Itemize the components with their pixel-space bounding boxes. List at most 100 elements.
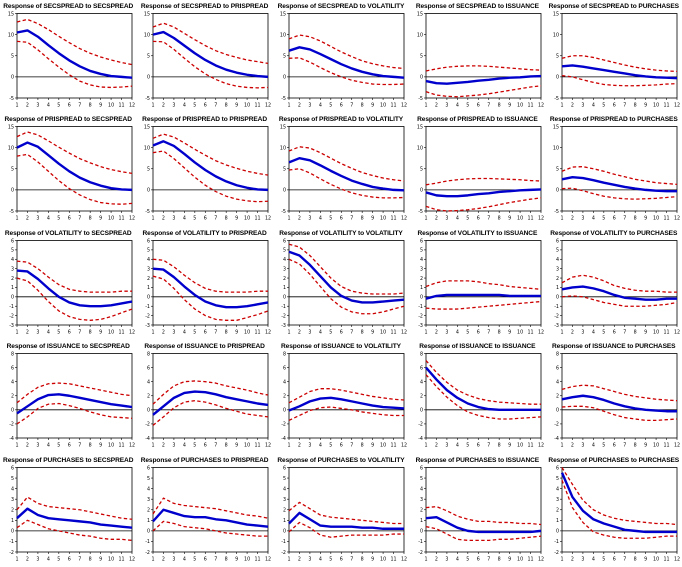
- svg-text:5: 5: [420, 54, 423, 60]
- panel-title: Response of SECSPREAD to VOLATILITY: [277, 3, 405, 10]
- svg-text:3: 3: [309, 216, 312, 222]
- svg-text:2: 2: [26, 329, 29, 335]
- svg-text:11: 11: [527, 443, 533, 449]
- svg-text:4: 4: [556, 380, 559, 386]
- svg-text:9: 9: [372, 443, 375, 449]
- svg-text:12: 12: [129, 556, 135, 562]
- svg-text:8: 8: [634, 443, 637, 449]
- svg-text:5: 5: [603, 103, 606, 109]
- svg-text:-2: -2: [554, 549, 559, 555]
- svg-text:0: 0: [420, 528, 423, 534]
- svg-text:3: 3: [36, 216, 39, 222]
- svg-text:8: 8: [88, 329, 91, 335]
- svg-text:8: 8: [634, 103, 637, 109]
- irf-panel-secspread-to-issuance: Response of SECSPREAD to ISSUANCE -5 0 5 10…: [409, 0, 545, 113]
- svg-text:3: 3: [309, 443, 312, 449]
- svg-text:2: 2: [298, 216, 301, 222]
- svg-text:10: 10: [108, 556, 114, 562]
- svg-text:4: 4: [47, 103, 50, 109]
- svg-text:12: 12: [265, 556, 271, 562]
- svg-text:-2: -2: [145, 313, 150, 319]
- svg-text:8: 8: [283, 351, 286, 357]
- svg-text:11: 11: [118, 103, 124, 109]
- svg-text:7: 7: [214, 556, 217, 562]
- svg-text:10: 10: [381, 443, 387, 449]
- svg-text:2: 2: [162, 216, 165, 222]
- svg-text:4: 4: [47, 216, 50, 222]
- svg-text:8: 8: [225, 556, 228, 562]
- svg-text:5: 5: [193, 556, 196, 562]
- svg-text:2: 2: [147, 507, 150, 513]
- svg-text:1: 1: [424, 216, 427, 222]
- svg-text:2: 2: [298, 443, 301, 449]
- svg-text:-4: -4: [554, 436, 559, 442]
- svg-text:2: 2: [556, 507, 559, 513]
- svg-text:10: 10: [417, 32, 423, 38]
- svg-text:2: 2: [571, 556, 574, 562]
- svg-text:1: 1: [152, 443, 155, 449]
- svg-text:12: 12: [265, 103, 271, 109]
- svg-text:11: 11: [664, 216, 670, 222]
- svg-text:6: 6: [204, 556, 207, 562]
- svg-text:5: 5: [466, 556, 469, 562]
- svg-text:8: 8: [225, 216, 228, 222]
- svg-text:4: 4: [283, 380, 286, 386]
- svg-text:11: 11: [391, 103, 397, 109]
- panel-title: Response of ISSUANCE to PRISPREAD: [144, 343, 265, 351]
- svg-text:11: 11: [527, 556, 533, 562]
- svg-text:-2: -2: [9, 313, 14, 319]
- svg-text:-2: -2: [418, 422, 423, 428]
- svg-text:5: 5: [556, 475, 559, 481]
- svg-text:5: 5: [147, 247, 150, 253]
- irf-panel-purchases-to-issuance: Response of PURCHASES to ISSUANCE -2 -1 0 1…: [409, 454, 545, 567]
- svg-text:-2: -2: [9, 422, 14, 428]
- svg-text:-3: -3: [554, 323, 559, 329]
- svg-text:-2: -2: [554, 313, 559, 319]
- svg-text:3: 3: [36, 556, 39, 562]
- irf-panel-secspread-to-purchases: Response of SECSPREAD to PURCHASES -5 0 5 1…: [546, 0, 682, 113]
- svg-text:4: 4: [456, 556, 459, 562]
- irf-panel-volatility-to-issuance: Response of VOLATILITY to ISSUANCE -3 -2 -…: [409, 227, 545, 340]
- svg-text:8: 8: [498, 103, 501, 109]
- svg-text:12: 12: [538, 556, 544, 562]
- svg-text:4: 4: [319, 556, 322, 562]
- panel-title: Response of VOLATILITY to PURCHASES: [550, 229, 678, 237]
- svg-text:9: 9: [644, 329, 647, 335]
- irf-panel-secspread-to-prispread: Response of SECSPREAD to PRISPREAD -5 0 5 1…: [136, 0, 272, 113]
- svg-text:7: 7: [487, 103, 490, 109]
- svg-text:6: 6: [477, 556, 480, 562]
- svg-text:3: 3: [283, 497, 286, 503]
- svg-text:3: 3: [172, 216, 175, 222]
- svg-text:4: 4: [11, 380, 14, 386]
- svg-text:9: 9: [508, 556, 511, 562]
- svg-text:3: 3: [11, 266, 14, 272]
- svg-text:3: 3: [582, 103, 585, 109]
- svg-text:3: 3: [172, 443, 175, 449]
- svg-text:-1: -1: [418, 304, 423, 310]
- svg-text:7: 7: [351, 329, 354, 335]
- svg-text:2: 2: [420, 394, 423, 400]
- svg-text:0: 0: [11, 75, 14, 81]
- svg-text:-1: -1: [145, 539, 150, 545]
- svg-text:7: 7: [351, 443, 354, 449]
- svg-text:10: 10: [517, 329, 523, 335]
- svg-text:5: 5: [556, 247, 559, 253]
- svg-text:0: 0: [556, 188, 559, 194]
- svg-text:2: 2: [298, 329, 301, 335]
- svg-text:7: 7: [623, 556, 626, 562]
- svg-text:9: 9: [372, 103, 375, 109]
- svg-text:1: 1: [283, 285, 286, 291]
- svg-text:11: 11: [118, 329, 124, 335]
- svg-text:8: 8: [361, 216, 364, 222]
- svg-text:0: 0: [147, 294, 150, 300]
- svg-text:0: 0: [147, 528, 150, 534]
